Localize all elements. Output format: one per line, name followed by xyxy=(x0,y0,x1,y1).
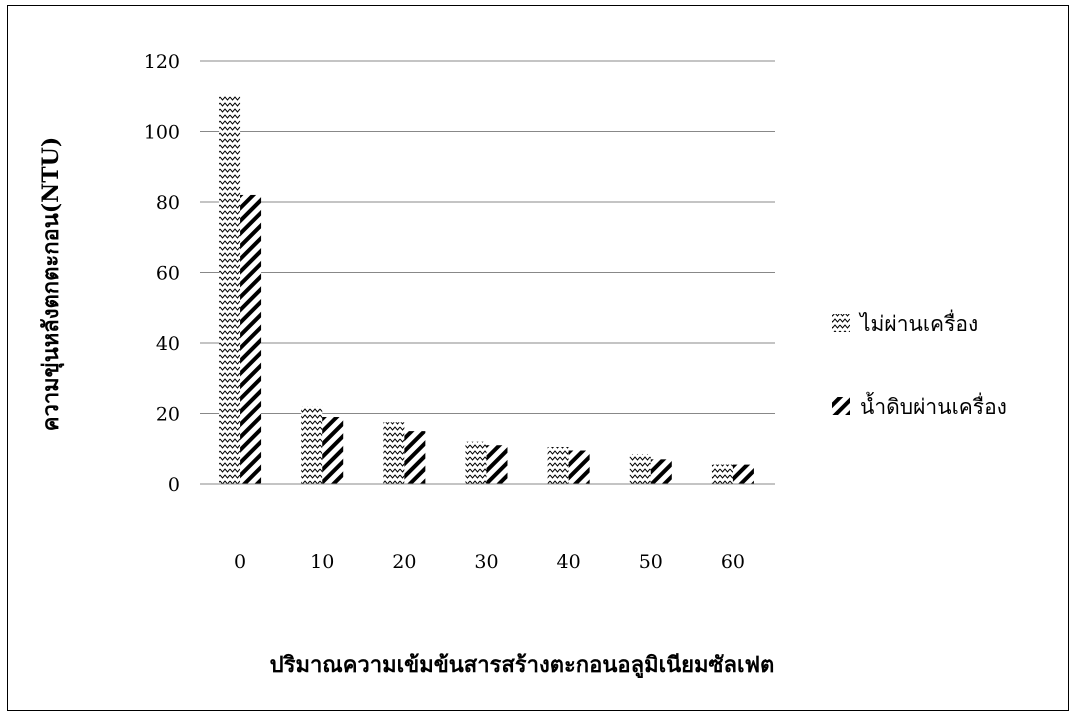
bar-series-2-0 xyxy=(240,194,262,484)
x-tick-labels: 0 10 20 30 40 50 60 xyxy=(234,551,745,573)
y-tick-label: 100 xyxy=(144,122,180,144)
legend-swatch-series-2 xyxy=(832,397,850,415)
x-tick-label: 20 xyxy=(392,551,416,573)
bar-series-2-60 xyxy=(732,464,754,484)
bar-series-1-60 xyxy=(711,464,733,484)
legend-label-series-2: น้ำดิบผ่านเครื่อง xyxy=(860,392,1007,419)
x-tick-label: 40 xyxy=(557,551,581,573)
y-tick-label: 60 xyxy=(156,263,180,285)
legend-label-series-1: ไม่ผ่านเครื่อง xyxy=(858,309,978,336)
bar-series-2-10 xyxy=(322,417,344,484)
bar-series-2-40 xyxy=(568,450,590,484)
legend: ไม่ผ่านเครื่อง น้ำดิบผ่านเครื่อง xyxy=(832,309,1007,419)
bar-series-1-0 xyxy=(219,96,241,484)
bar-series-1-10 xyxy=(301,406,323,484)
x-tick-label: 0 xyxy=(234,551,246,573)
y-axis-title: ความขุ่นหลังตกตะกอน(NTU) xyxy=(38,137,65,432)
bar-series-1-20 xyxy=(383,422,405,484)
x-tick-label: 10 xyxy=(310,551,334,573)
y-tick-label: 120 xyxy=(144,51,180,73)
bar-series-2-30 xyxy=(486,445,508,484)
y-tick-label: 80 xyxy=(156,192,180,214)
x-tick-label: 50 xyxy=(639,551,663,573)
chart-frame xyxy=(7,5,1069,711)
y-tick-labels: 0 20 40 60 80 100 120 xyxy=(144,51,180,496)
bar-series-1-40 xyxy=(547,446,569,484)
gridlines xyxy=(200,60,775,414)
legend-swatch-series-1 xyxy=(832,314,850,332)
x-tick-label: 60 xyxy=(721,551,745,573)
y-tick-label: 0 xyxy=(168,474,180,496)
y-tick-label: 40 xyxy=(156,333,180,355)
x-tick-label: 30 xyxy=(474,551,498,573)
bar-series-2-20 xyxy=(404,431,426,484)
bars xyxy=(219,96,754,484)
bar-series-1-30 xyxy=(465,441,487,484)
bar-series-2-50 xyxy=(650,459,672,484)
bar-series-1-50 xyxy=(629,454,651,484)
x-axis-title: ปริมาณความเข้มข้นสารสร้างตะกอนอลูมิเนียม… xyxy=(270,652,775,679)
y-tick-label: 20 xyxy=(156,404,180,426)
